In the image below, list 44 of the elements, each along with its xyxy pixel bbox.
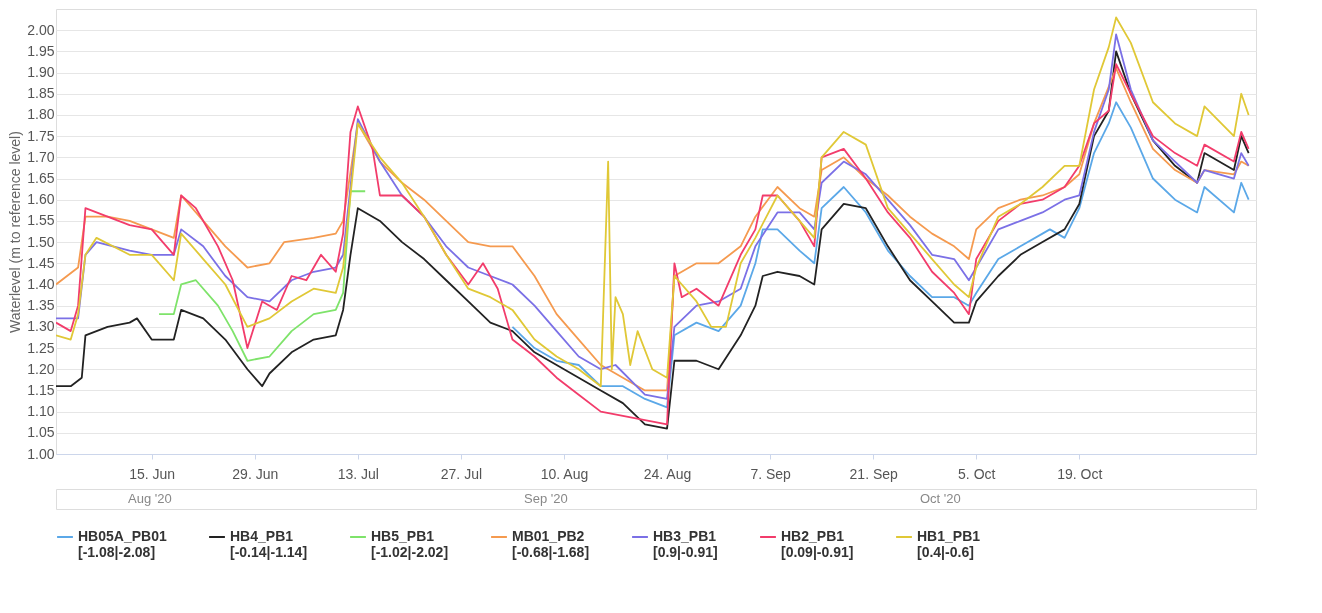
y-tick-label: 1.65 [27, 170, 55, 187]
x-tick-label: 29. Jun [232, 465, 279, 482]
y-tick-label: 1.90 [27, 64, 55, 81]
x-tick-label: 24. Aug [643, 465, 692, 482]
legend-label: HB4_PB1 [-0.14|-1.14] [230, 528, 308, 560]
y-tick-label: 1.70 [27, 148, 55, 165]
text: Aug '20 [128, 491, 172, 506]
line-series [511, 101, 1250, 409]
y-tick-label: 2.00 [27, 21, 55, 38]
x-tick-label: 5. Oct [958, 465, 996, 482]
line-series [158, 190, 367, 362]
y-axis-title: Waterlevel (m to reference level) [7, 131, 24, 333]
y-tick-label: 1.00 [27, 445, 55, 462]
y-tick-label: 1.05 [27, 424, 55, 441]
y-tick-label: 1.60 [27, 191, 55, 208]
y-tick-label: 1.55 [27, 212, 55, 229]
x-tick-label: 10. Aug [540, 465, 589, 482]
y-tick-label: 1.25 [27, 339, 55, 356]
legend-label: HB2_PB1 [0.09|-0.91] [781, 528, 854, 560]
y-tick-label: 1.80 [27, 106, 55, 123]
legend-label: MB01_PB2 [-0.68|-1.68] [512, 528, 590, 560]
legend-label: HB5_PB1 [-1.02|-2.02] [371, 528, 449, 560]
x-tick-label: 13. Jul [337, 465, 379, 482]
legend-label: HB3_PB1 [0.9|-0.91] [653, 528, 718, 560]
y-tick-label: 1.85 [27, 85, 55, 102]
y-tick-label: 1.95 [27, 42, 55, 59]
text: Sep '20 [524, 491, 568, 506]
x-tick-label: 15. Jun [129, 465, 176, 482]
y-tick-label: 1.50 [27, 233, 55, 250]
x-tick-label: 19. Oct [1057, 465, 1103, 482]
y-tick-label: 1.20 [27, 360, 55, 377]
y-tick-label: 1.10 [27, 403, 55, 420]
y-tick-label: 1.45 [27, 254, 55, 271]
x-tick-label: 7. Sep [750, 465, 792, 482]
y-tick-label: 1.75 [27, 127, 55, 144]
x-tick-label: 21. Sep [849, 465, 899, 482]
y-tick-label: 1.35 [27, 297, 55, 314]
legend-label: HB1_PB1 [0.4|-0.6] [917, 528, 981, 560]
y-tick-label: 1.40 [27, 275, 55, 292]
y-tick-label: 1.15 [27, 381, 55, 398]
y-tick-label: 1.30 [27, 318, 55, 335]
legend-label: HB05A_PB01 [-1.08|-2.08] [78, 528, 167, 560]
x-tick-label: 27. Jul [440, 465, 483, 482]
text: Oct '20 [920, 491, 961, 506]
